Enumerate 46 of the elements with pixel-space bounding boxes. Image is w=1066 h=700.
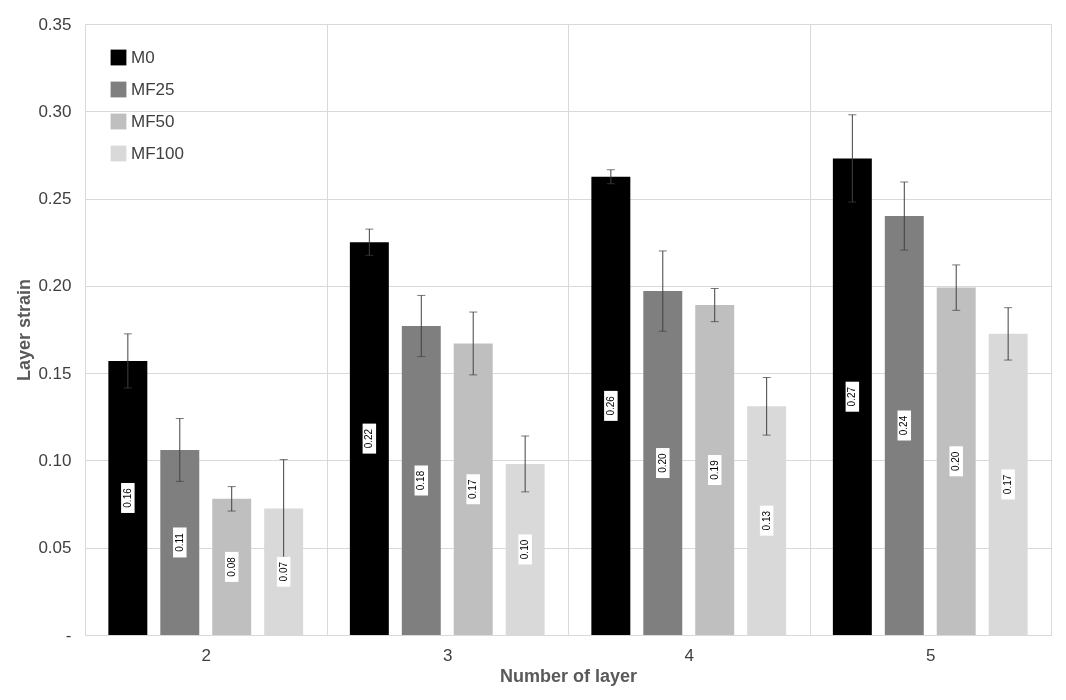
x-tick-label: 2: [201, 645, 211, 665]
data-label: 0.22: [363, 428, 375, 449]
y-tick-label: -: [65, 625, 72, 645]
x-tick-label: 3: [443, 645, 453, 665]
legend-label: MF50: [131, 111, 175, 131]
data-label: 0.10: [519, 539, 531, 560]
y-tick-label: 0.15: [38, 363, 72, 383]
bar: [108, 360, 148, 635]
data-label: 0.24: [898, 415, 910, 436]
y-tick-label: 0.10: [38, 450, 72, 470]
bar: [591, 176, 631, 635]
y-tick-label: 0.30: [38, 101, 72, 121]
data-label: 0.20: [950, 451, 962, 472]
data-label: 0.16: [121, 487, 133, 508]
bar: [936, 287, 976, 635]
legend-label: M0: [131, 47, 155, 67]
legend-label: MF100: [131, 143, 184, 163]
bar: [212, 498, 252, 635]
data-label: 0.20: [656, 452, 668, 473]
data-label: 0.26: [604, 395, 616, 416]
y-axis-title: Layer strain: [14, 278, 35, 382]
bar: [695, 305, 735, 635]
data-label: 0.17: [467, 479, 479, 499]
data-label: 0.11: [173, 532, 185, 552]
y-tick-label: 0.05: [38, 538, 72, 558]
x-tick-label: 5: [926, 645, 936, 665]
bar: [643, 291, 683, 635]
data-label: 0.17: [1002, 474, 1014, 495]
data-label: 0.13: [760, 510, 772, 531]
bar: [884, 216, 924, 635]
data-label: 0.07: [277, 561, 289, 582]
bar: [349, 242, 389, 635]
y-tick-label: 0.35: [38, 14, 72, 34]
y-tick-label: 0.20: [38, 276, 72, 296]
bar: [453, 343, 493, 635]
x-tick-label: 4: [684, 645, 694, 665]
legend-label: MF25: [131, 79, 175, 99]
data-label: 0.19: [708, 459, 720, 480]
data-label: 0.08: [225, 556, 237, 577]
bar: [160, 449, 200, 635]
x-axis-title: Number of layer: [499, 665, 638, 686]
y-tick-label: 0.25: [38, 189, 72, 209]
data-label: 0.27: [846, 386, 858, 407]
bar: [832, 158, 872, 635]
bar: [401, 326, 441, 635]
data-label: 0.18: [415, 470, 427, 491]
